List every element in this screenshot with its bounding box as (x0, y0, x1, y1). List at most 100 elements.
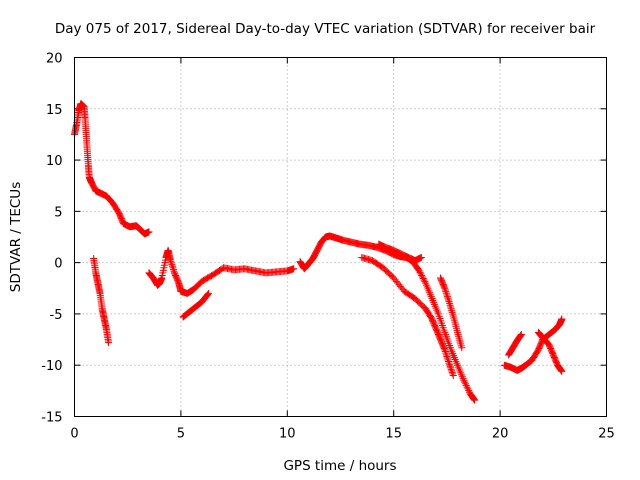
series-1 (90, 255, 113, 347)
data-point (457, 342, 465, 350)
data-point (290, 265, 298, 273)
data-point (449, 371, 457, 379)
data-point (442, 289, 450, 297)
data-point (443, 291, 451, 299)
data-point (447, 364, 455, 372)
data-point (449, 370, 457, 378)
data-point (441, 346, 449, 354)
y-tick-label: 0 (54, 257, 62, 272)
x-tick-label: 20 (492, 427, 509, 442)
data-point (415, 267, 423, 275)
data-point (441, 284, 449, 292)
data-point (440, 345, 448, 353)
y-tick-label: 15 (46, 103, 63, 118)
data-point (461, 378, 469, 386)
data-point (444, 357, 452, 365)
x-tick-label: 25 (598, 427, 615, 442)
data-point (558, 367, 566, 375)
data-point (446, 299, 454, 307)
series-6 (375, 240, 425, 265)
series-10 (534, 328, 566, 375)
data-point (166, 256, 174, 264)
data-point (448, 367, 456, 375)
data-point (516, 332, 524, 340)
data-point (464, 385, 472, 393)
x-tick-label: 0 (70, 427, 78, 442)
data-point (449, 310, 457, 318)
data-point (441, 286, 449, 294)
data-point (445, 298, 453, 306)
data-point (169, 266, 177, 274)
y-tick-labels: -15 -10 -5 0 5 10 15 20 (41, 52, 62, 426)
series-5 (358, 254, 457, 379)
data-point (454, 330, 462, 338)
data-point (417, 254, 425, 262)
data-point (204, 290, 212, 298)
data-point (456, 336, 464, 344)
data-point (463, 383, 471, 391)
data-point (457, 340, 465, 348)
data-point (442, 349, 450, 357)
data-point (170, 267, 178, 275)
data-point (417, 270, 425, 278)
data-point (448, 368, 456, 376)
x-tick-label: 5 (177, 427, 185, 442)
y-axis-label: SDTVAR / TECUs (8, 182, 24, 292)
series-3 (179, 289, 213, 321)
data-point (448, 307, 456, 315)
data-point (462, 380, 470, 388)
x-axis-label: GPS time / hours (283, 458, 396, 474)
data-point (167, 257, 175, 265)
x-tick-label: 15 (385, 427, 402, 442)
data-point (419, 275, 427, 283)
data-point (418, 273, 426, 281)
data-point (416, 268, 424, 276)
data-point (462, 382, 470, 390)
data-point (442, 351, 450, 359)
data-point (448, 308, 456, 316)
data-point (444, 356, 452, 364)
y-tick-label: -15 (41, 411, 62, 426)
data-point (458, 344, 466, 352)
data-point (169, 264, 177, 272)
data-point (447, 303, 455, 311)
data-point (471, 396, 479, 404)
data-point (105, 339, 113, 347)
data-point (446, 301, 454, 309)
data-point (205, 289, 213, 297)
data-point (557, 367, 565, 375)
data-point (168, 262, 176, 270)
chart-title: Day 075 of 2017, Sidereal Day-to-day VTE… (55, 21, 596, 37)
data-point (470, 395, 478, 403)
series-7 (437, 274, 466, 352)
data-point (455, 334, 463, 342)
data-point (455, 332, 463, 340)
data-point (421, 278, 429, 286)
data-point (470, 395, 477, 403)
data-point (447, 365, 455, 373)
data-point (557, 366, 565, 374)
data-point (443, 293, 451, 301)
data-point (446, 361, 454, 369)
data-point (443, 354, 451, 362)
data-point (517, 330, 525, 338)
data-point (517, 331, 525, 339)
data-point (447, 305, 455, 313)
data-point (443, 352, 451, 360)
series-0 (71, 100, 153, 238)
series-2 (145, 246, 298, 297)
data-point (558, 315, 566, 323)
y-tick-label: -10 (41, 359, 62, 374)
data-point (460, 377, 468, 385)
x-tick-label: 10 (279, 427, 296, 442)
data-point (420, 276, 428, 284)
y-tick-label: -5 (50, 308, 63, 323)
series-9 (505, 330, 525, 359)
data-points (71, 100, 566, 404)
data-point (445, 359, 453, 367)
data-point (418, 271, 426, 279)
data-point (145, 228, 153, 236)
data-point (444, 296, 452, 304)
y-tick-label: 5 (54, 205, 62, 220)
